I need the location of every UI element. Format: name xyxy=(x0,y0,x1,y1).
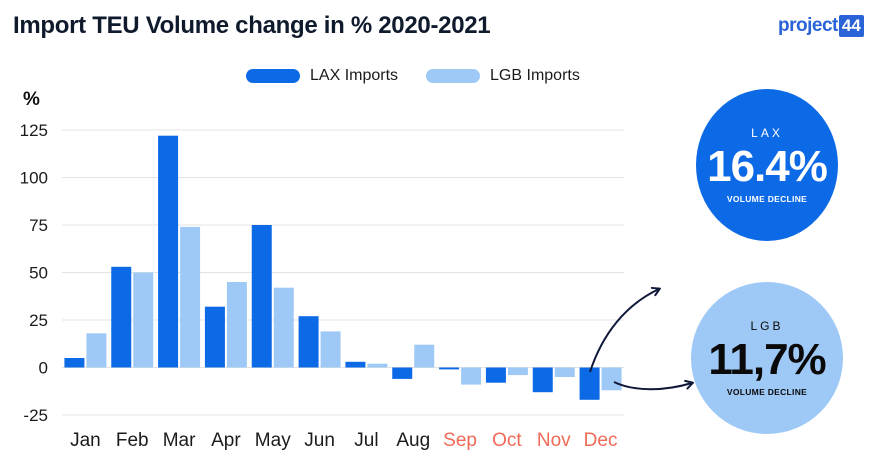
lax-callout-value: 16.4% xyxy=(707,142,828,191)
project44-logo: project 44 xyxy=(778,12,870,40)
bar-lgb-apr xyxy=(226,282,247,368)
bar-lgb-mar xyxy=(180,226,201,368)
chart-legend: LAX Imports LGB Imports xyxy=(246,64,608,88)
x-tick-label: Feb xyxy=(116,430,149,451)
grid-lines xyxy=(62,129,624,416)
bar-lgb-aug xyxy=(414,344,435,368)
arrow-to-lgb-icon xyxy=(613,379,694,391)
arrow-to-lax-icon xyxy=(589,286,661,373)
bar-lgb-nov xyxy=(554,367,575,377)
bar-lax-jun xyxy=(298,316,319,368)
bar-lax-jul xyxy=(345,361,366,368)
logo-badge: 44 xyxy=(838,15,864,37)
lax-decline-callout: LAX 16.4% VOLUME DECLINE xyxy=(696,89,838,241)
lgb-callout-value: 11,7% xyxy=(708,335,826,384)
y-tick-label: 75 xyxy=(29,216,48,235)
y-tick-label: 25 xyxy=(29,311,48,330)
x-tick-label: May xyxy=(255,430,291,451)
bar-lax-apr xyxy=(204,306,225,368)
bar-lgb-jul xyxy=(367,363,388,368)
x-tick-label: Nov xyxy=(537,430,571,451)
bar-lax-may xyxy=(251,225,272,368)
bars xyxy=(64,135,622,400)
y-tick-label: -25 xyxy=(23,406,48,425)
bar-lax-jan xyxy=(64,358,85,368)
bar-lax-oct xyxy=(485,367,506,383)
bar-lax-mar xyxy=(158,135,179,368)
y-tick-label: 125 xyxy=(20,121,48,140)
y-tick-label: 0 xyxy=(39,359,48,378)
legend-label-lax: LAX Imports xyxy=(310,67,399,84)
x-tick-label: Apr xyxy=(211,430,241,451)
bar-lgb-may xyxy=(273,287,294,368)
x-tick-label: Jul xyxy=(354,430,378,451)
legend-swatch-lax xyxy=(246,69,300,83)
lgb-callout-desc: VOLUME DECLINE xyxy=(726,387,808,397)
x-tick-labels: Jan Feb Mar Apr May Jun Jul Aug Sep Oct Nov Dec xyxy=(70,430,617,451)
legend-item-lax: LAX Imports xyxy=(246,67,398,85)
x-tick-label: Jun xyxy=(304,430,335,451)
legend-swatch-lgb xyxy=(426,69,481,83)
x-tick-label: Jan xyxy=(70,430,101,451)
lgb-decline-callout: LGB 11,7% VOLUME DECLINE xyxy=(691,282,843,434)
x-tick-label: Aug xyxy=(396,430,430,451)
bar-lax-sep xyxy=(439,367,460,370)
bar-lgb-dec xyxy=(601,367,622,391)
bar-lgb-feb xyxy=(133,272,154,368)
x-tick-label: Sep xyxy=(443,430,477,451)
bar-lgb-jan xyxy=(86,333,107,368)
y-tick-label: 100 xyxy=(20,169,48,188)
bar-lax-feb xyxy=(111,266,132,368)
x-tick-label: Oct xyxy=(492,430,522,451)
x-tick-label: Dec xyxy=(584,430,618,451)
bar-lax-dec xyxy=(579,367,600,400)
lax-callout-name: LAX xyxy=(751,126,783,140)
bar-lgb-jun xyxy=(320,331,341,368)
bar-lax-aug xyxy=(392,367,413,379)
bar-lgb-oct xyxy=(507,367,528,376)
legend-item-lgb: LGB Imports xyxy=(426,67,580,85)
lgb-callout-name: LGB xyxy=(750,319,784,333)
lax-callout-desc: VOLUME DECLINE xyxy=(726,194,808,204)
bar-lax-nov xyxy=(532,367,553,393)
logo-text: project xyxy=(778,15,838,36)
y-tick-label: 50 xyxy=(29,264,48,283)
chart-title: Import TEU Volume change in % 2020-2021 xyxy=(13,12,491,39)
bar-lgb-sep xyxy=(461,367,482,385)
x-tick-label: Mar xyxy=(163,430,196,451)
y-axis-unit-label: % xyxy=(23,89,40,110)
y-tick-labels: 125 100 75 50 25 0 -25 xyxy=(20,121,48,425)
legend-label-lgb: LGB Imports xyxy=(490,67,580,84)
